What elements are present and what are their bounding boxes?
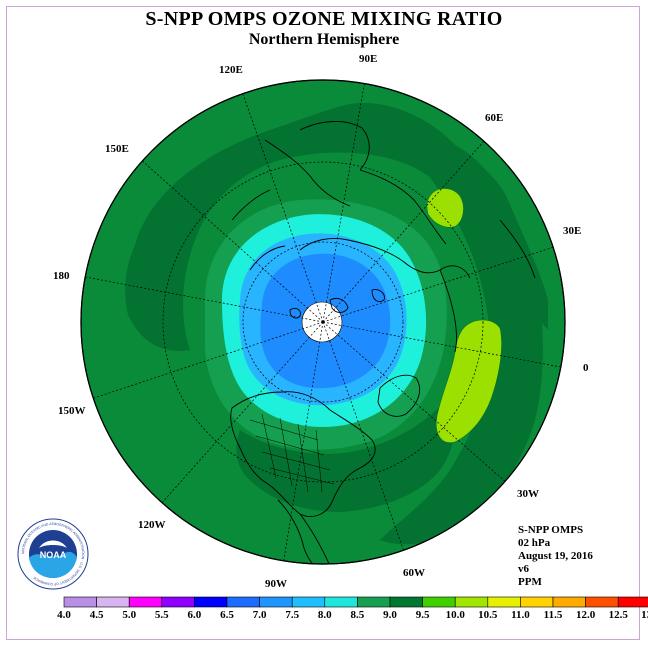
dark-green-band-south — [236, 395, 456, 512]
info-version: v6 — [518, 563, 529, 575]
colorbar-box-9 — [357, 596, 391, 608]
ozone-patch-atlantic — [435, 319, 502, 443]
colorbar-box-1 — [96, 596, 130, 608]
colorbar-tick-label: 6.0 — [188, 609, 202, 621]
colorbar-box-11 — [422, 596, 456, 608]
lon-label-150w: 150W — [58, 405, 86, 417]
colorbar-tick-label: 12.5 — [609, 609, 629, 621]
colorbar-box-0 — [63, 596, 97, 608]
colorbar-tick-label: 4.5 — [90, 609, 104, 621]
colorbar-tick-label: 10.5 — [478, 609, 498, 621]
colorbar-box-13 — [487, 596, 521, 608]
lon-label-30w: 30W — [517, 488, 539, 500]
colorbar-labels: 4.0 4.5 5.0 5.5 6.0 6.5 7.0 7.5 8.0 8.5 9.0 9.5 10.0… — [57, 609, 648, 621]
lon-label-90e: 90E — [359, 53, 377, 65]
colorbar-tick-label: 13.0 — [641, 609, 648, 621]
lon-label-60e: 60E — [485, 112, 503, 124]
colorbar-tick-label: 10.0 — [446, 609, 466, 621]
coastlines — [230, 120, 536, 564]
lon-label-180: 180 — [53, 270, 70, 282]
figure-frame — [6, 6, 640, 640]
colorbar-box-17 — [617, 596, 648, 608]
colorbar-box-4 — [194, 596, 228, 608]
lon-label-150e: 150E — [105, 143, 129, 155]
colorbar-tick-label: 7.0 — [253, 609, 267, 621]
noaa-logo-text: NOAA — [40, 550, 67, 560]
lon-label-120w: 120W — [138, 519, 166, 531]
info-block: S-NPP OMPS 02 hPa August 19, 2016 v6 PPM — [518, 524, 593, 589]
colorbar-box-5 — [226, 596, 260, 608]
colorbar-box-6 — [259, 596, 293, 608]
map-title: S-NPP OMPS OZONE MIXING RATIO — [145, 8, 503, 30]
colorbar-box-10 — [389, 596, 423, 608]
colorbar-tick-label: 8.0 — [318, 609, 332, 621]
colorbar-tick-label: 11.0 — [511, 609, 530, 621]
colorbar-tick-label: 8.5 — [351, 609, 365, 621]
colorbar-tick-label: 6.5 — [220, 609, 234, 621]
colorbar-box-16 — [585, 596, 619, 608]
colorbar-box-15 — [552, 596, 586, 608]
colorbar-tick-label: 5.5 — [155, 609, 169, 621]
colorbar-box-8 — [324, 596, 358, 608]
colorbar-boxes — [63, 596, 648, 608]
colorbar-tick-label: 4.0 — [57, 609, 71, 621]
colorbar-box-2 — [128, 596, 163, 608]
dark-green-band-east — [380, 137, 543, 545]
info-pressure-level: 02 hPa — [518, 537, 551, 549]
colorbar-tick-label: 9.0 — [383, 609, 397, 621]
lon-label-120e: 120E — [219, 64, 243, 76]
lon-label-60w: 60W — [403, 567, 425, 579]
noaa-logo: NOAA NATIONAL OCEANIC AND ATMOSPHERIC AD… — [17, 518, 89, 590]
colorbar-tick-label: 9.5 — [416, 609, 430, 621]
lon-label-30e: 30E — [563, 225, 581, 237]
colorbar-box-7 — [291, 596, 326, 608]
colorbar-tick-label: 12.0 — [576, 609, 596, 621]
colorbar-box-12 — [454, 596, 489, 608]
colorbar-tick-label: 11.5 — [544, 609, 563, 621]
map-subtitle: Northern Hemisphere — [248, 31, 400, 48]
lon-label-90w: 90W — [265, 578, 287, 590]
info-date: August 19, 2016 — [518, 550, 593, 562]
ozone-patch-europe — [426, 188, 464, 228]
colorbar-tick-label: 7.5 — [285, 609, 299, 621]
colorbar-tick-label: 5.0 — [122, 609, 136, 621]
colorbar-box-3 — [161, 596, 195, 608]
colorbar-box-14 — [520, 596, 554, 608]
lon-label-0: 0 — [583, 362, 589, 374]
info-instrument: S-NPP OMPS — [518, 524, 584, 536]
graticule — [81, 80, 565, 564]
info-units: PPM — [518, 576, 542, 588]
